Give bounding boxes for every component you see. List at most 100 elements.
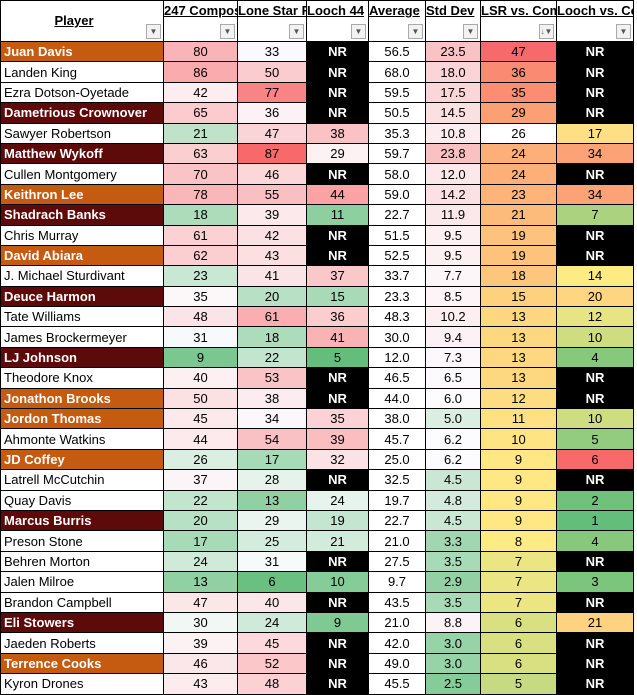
cell-lsr_vs[interactable]: 6 <box>480 652 557 675</box>
cell-c247[interactable]: 30 <box>163 611 238 634</box>
player-name-cell[interactable]: James Brockermeyer <box>0 326 164 348</box>
cell-looch_vs[interactable]: 1 <box>556 509 634 532</box>
cell-looch_vs[interactable]: 4 <box>556 530 634 552</box>
cell-looch_vs[interactable]: 2 <box>556 489 634 511</box>
cell-lsr_vs[interactable]: 13 <box>480 306 557 328</box>
sort-filter-icon[interactable]: ↓▼ <box>539 24 554 39</box>
cell-lsr_vs[interactable]: 11 <box>480 408 557 430</box>
cell-c247[interactable]: 35 <box>163 285 238 308</box>
cell-looch_vs[interactable]: 34 <box>556 142 634 165</box>
cell-lsr[interactable]: 22 <box>237 346 307 369</box>
cell-c247[interactable]: 47 <box>163 591 238 613</box>
cell-sd[interactable]: 4.5 <box>425 509 481 532</box>
cell-avg[interactable]: 38.0 <box>368 408 426 430</box>
cell-looch_vs[interactable]: NR <box>556 367 634 389</box>
cell-looch_vs[interactable]: NR <box>556 244 634 267</box>
cell-c247[interactable]: 48 <box>163 306 238 328</box>
cell-lsr_vs[interactable]: 13 <box>480 326 557 348</box>
cell-lsr[interactable]: 77 <box>237 81 307 104</box>
cell-lsr_vs[interactable]: 5 <box>480 673 557 695</box>
cell-c247[interactable]: 44 <box>163 428 238 450</box>
cell-looch_vs[interactable]: NR <box>556 591 634 613</box>
cell-lsr[interactable]: 55 <box>237 183 307 206</box>
cell-c247[interactable]: 43 <box>163 673 238 695</box>
cell-looch[interactable]: 32 <box>306 448 369 471</box>
player-name-cell[interactable]: Landen King <box>0 61 164 83</box>
cell-looch_vs[interactable]: NR <box>556 673 634 695</box>
cell-lsr[interactable]: 38 <box>237 387 307 410</box>
cell-looch[interactable]: NR <box>306 652 369 675</box>
cell-looch[interactable]: 44 <box>306 183 369 206</box>
cell-sd[interactable]: 11.9 <box>425 204 481 226</box>
player-name-cell[interactable]: Sawyer Robertson <box>0 122 164 144</box>
player-name-cell[interactable]: J. Michael Sturdivant <box>0 265 164 287</box>
cell-looch_vs[interactable]: 10 <box>556 326 634 348</box>
player-name-cell[interactable]: Chris Murray <box>0 224 164 246</box>
cell-avg[interactable]: 48.3 <box>368 306 426 328</box>
cell-looch[interactable]: NR <box>306 387 369 410</box>
player-name-cell[interactable]: Latrell McCutchin <box>0 469 164 491</box>
cell-lsr[interactable]: 28 <box>237 469 307 491</box>
cell-c247[interactable]: 78 <box>163 183 238 206</box>
cell-lsr[interactable]: 50 <box>237 61 307 83</box>
cell-lsr[interactable]: 54 <box>237 428 307 450</box>
cell-looch_vs[interactable]: 12 <box>556 306 634 328</box>
cell-c247[interactable]: 63 <box>163 142 238 165</box>
cell-sd[interactable]: 10.2 <box>425 306 481 328</box>
player-name-cell[interactable]: Keithron Lee <box>0 183 164 206</box>
cell-c247[interactable]: 45 <box>163 408 238 430</box>
cell-avg[interactable]: 9.7 <box>368 571 426 593</box>
cell-lsr_vs[interactable]: 29 <box>480 102 557 124</box>
cell-c247[interactable]: 39 <box>163 632 238 654</box>
cell-lsr_vs[interactable]: 6 <box>480 632 557 654</box>
cell-lsr[interactable]: 24 <box>237 611 307 634</box>
cell-avg[interactable]: 58.0 <box>368 163 426 185</box>
cell-c247[interactable]: 40 <box>163 367 238 389</box>
cell-looch[interactable]: 15 <box>306 285 369 308</box>
cell-looch_vs[interactable]: NR <box>556 163 634 185</box>
cell-looch[interactable]: NR <box>306 367 369 389</box>
filter-dropdown-icon[interactable]: ▼ <box>616 24 631 39</box>
cell-c247[interactable]: 9 <box>163 346 238 369</box>
cell-looch[interactable]: 9 <box>306 611 369 634</box>
cell-lsr[interactable]: 33 <box>237 40 307 63</box>
cell-lsr_vs[interactable]: 35 <box>480 81 557 104</box>
player-name-cell[interactable]: David Abiara <box>0 244 164 267</box>
cell-c247[interactable]: 37 <box>163 469 238 491</box>
cell-looch_vs[interactable]: 6 <box>556 448 634 471</box>
cell-lsr[interactable]: 20 <box>237 285 307 308</box>
filter-dropdown-icon[interactable]: ▼ <box>351 24 366 39</box>
cell-looch_vs[interactable]: NR <box>556 387 634 410</box>
cell-lsr[interactable]: 18 <box>237 326 307 348</box>
cell-looch[interactable]: 39 <box>306 428 369 450</box>
cell-lsr[interactable]: 61 <box>237 306 307 328</box>
cell-looch[interactable]: 29 <box>306 142 369 165</box>
player-name-cell[interactable]: Terrence Cooks <box>0 652 164 675</box>
cell-looch[interactable]: 37 <box>306 265 369 287</box>
cell-lsr[interactable]: 45 <box>237 632 307 654</box>
cell-sd[interactable]: 4.8 <box>425 489 481 511</box>
cell-looch_vs[interactable]: NR <box>556 652 634 675</box>
player-name-cell[interactable]: Shadrach Banks <box>0 204 164 226</box>
cell-lsr_vs[interactable]: 26 <box>480 122 557 144</box>
cell-avg[interactable]: 49.0 <box>368 652 426 675</box>
cell-lsr_vs[interactable]: 13 <box>480 367 557 389</box>
cell-avg[interactable]: 68.0 <box>368 61 426 83</box>
cell-lsr[interactable]: 17 <box>237 448 307 471</box>
cell-avg[interactable]: 19.7 <box>368 489 426 511</box>
cell-c247[interactable]: 42 <box>163 81 238 104</box>
cell-lsr_vs[interactable]: 36 <box>480 61 557 83</box>
player-name-cell[interactable]: Cullen Montgomery <box>0 163 164 185</box>
cell-lsr_vs[interactable]: 10 <box>480 428 557 450</box>
player-name-cell[interactable]: Preson Stone <box>0 530 164 552</box>
cell-lsr[interactable]: 31 <box>237 550 307 573</box>
player-name-cell[interactable]: Dametrious Crownover <box>0 102 164 124</box>
cell-looch[interactable]: 36 <box>306 306 369 328</box>
cell-avg[interactable]: 21.0 <box>368 530 426 552</box>
cell-looch_vs[interactable]: 4 <box>556 346 634 369</box>
player-name-cell[interactable]: Theodore Knox <box>0 367 164 389</box>
player-name-cell[interactable]: Juan Davis <box>0 40 164 63</box>
cell-lsr[interactable]: 87 <box>237 142 307 165</box>
cell-c247[interactable]: 80 <box>163 40 238 63</box>
cell-c247[interactable]: 22 <box>163 489 238 511</box>
